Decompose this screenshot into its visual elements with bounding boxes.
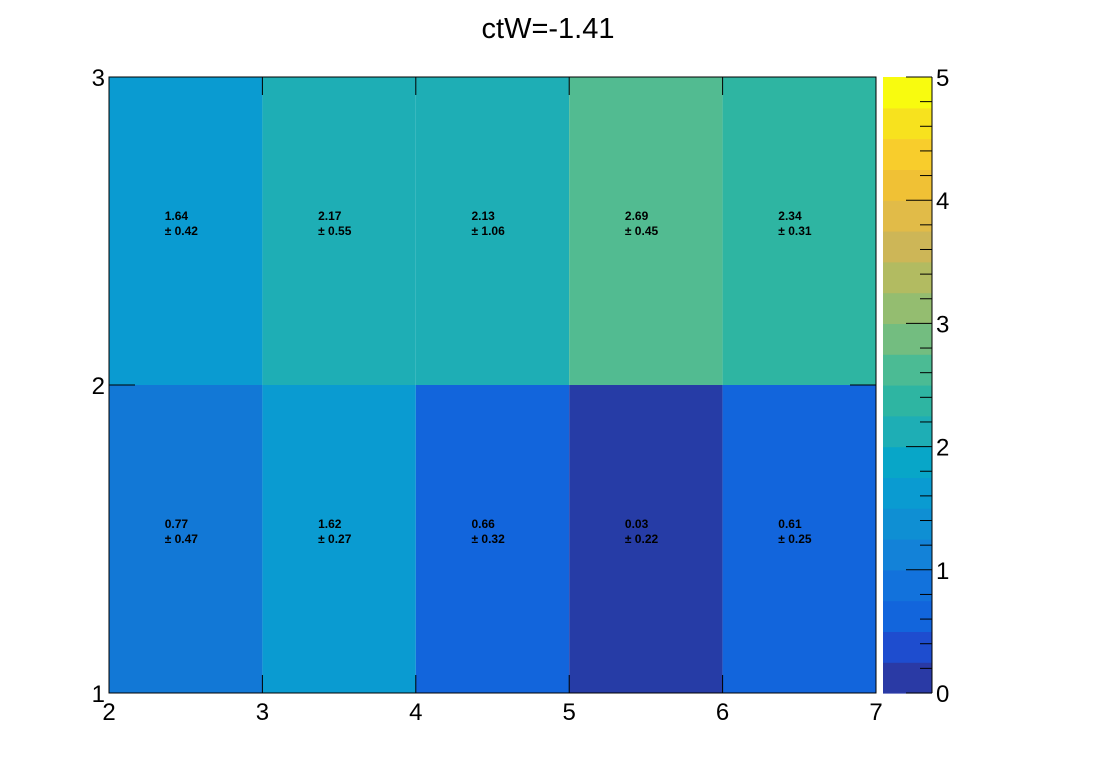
x-axis: 2 3 4 5 6 7 xyxy=(102,77,883,726)
color-scale-segment xyxy=(883,77,932,109)
color-scale-label: 4 xyxy=(936,188,949,215)
cell-value-label: 2.69 xyxy=(625,209,649,223)
color-scale-label: 3 xyxy=(936,311,949,338)
x-tick-label: 4 xyxy=(409,699,422,726)
heatmap-cell xyxy=(722,385,876,693)
color-scale-segment xyxy=(883,292,932,324)
color-scale-segment xyxy=(883,323,932,355)
heatmap-cell xyxy=(262,77,416,385)
color-scale-segment xyxy=(883,539,932,571)
color-scale-bar: 0 1 2 3 4 5 xyxy=(883,65,949,708)
cell-error-label: ± 0.31 xyxy=(778,224,812,238)
chart-title: ctW=-1.41 xyxy=(482,13,615,45)
heatmap-cells xyxy=(109,77,876,693)
cell-error-label: ± 0.32 xyxy=(472,532,506,546)
color-scale-segment xyxy=(883,600,932,632)
color-scale-segment xyxy=(883,354,932,386)
color-scale-segment xyxy=(883,569,932,602)
x-tick-label: 6 xyxy=(716,699,729,726)
color-scale-segment xyxy=(883,200,932,232)
heatmap-cell xyxy=(569,385,723,693)
color-scale-segment xyxy=(883,508,932,540)
cell-error-label: ± 0.47 xyxy=(165,532,199,546)
heatmap-cell xyxy=(109,77,263,385)
cell-error-label: ± 0.45 xyxy=(625,224,659,238)
heatmap-cell xyxy=(415,77,570,385)
cell-value-label: 0.77 xyxy=(165,517,189,531)
color-scale-segment xyxy=(883,231,932,263)
color-scale-segment xyxy=(883,631,932,663)
color-scale-segment xyxy=(883,446,932,478)
cell-error-label: ± 0.22 xyxy=(625,532,659,546)
heatmap-cell xyxy=(569,77,723,385)
heatmap-cell xyxy=(722,77,876,385)
color-scale-label: 5 xyxy=(936,65,949,92)
color-scale-segment xyxy=(883,477,932,509)
cell-value-label: 2.34 xyxy=(778,209,802,223)
heatmap-cell-labels: 0.77± 0.47 1.62± 0.27 0.66± 0.32 0.03± 0.22… xyxy=(165,209,812,546)
cell-value-label: 0.03 xyxy=(625,517,649,531)
cell-error-label: ± 0.55 xyxy=(318,224,352,238)
x-tick-label: 7 xyxy=(869,699,882,726)
x-tick-label: 3 xyxy=(256,699,269,726)
cell-error-label: ± 0.27 xyxy=(318,532,352,546)
cell-error-label: ± 1.06 xyxy=(472,224,506,238)
cell-value-label: 1.62 xyxy=(318,517,342,531)
color-scale-segment xyxy=(883,662,932,694)
cell-value-label: 0.66 xyxy=(472,517,496,531)
cell-value-label: 1.64 xyxy=(165,209,189,223)
cell-value-label: 0.61 xyxy=(778,517,802,531)
color-scale-segment xyxy=(883,385,932,417)
color-scale-label: 2 xyxy=(936,435,949,462)
y-tick-label: 2 xyxy=(92,373,105,400)
y-tick-label: 1 xyxy=(92,681,105,708)
color-scale-segment xyxy=(883,415,932,448)
color-scale-label: 1 xyxy=(936,558,949,585)
color-scale-segment xyxy=(883,107,932,140)
color-scale-segment xyxy=(883,169,932,201)
x-tick-label: 2 xyxy=(102,699,115,726)
heatmap-cell xyxy=(109,385,263,693)
heatmap-cell xyxy=(262,385,416,693)
color-scale-label: 0 xyxy=(936,681,949,708)
cell-error-label: ± 0.25 xyxy=(778,532,812,546)
cell-value-label: 2.13 xyxy=(472,209,496,223)
color-scale-segment xyxy=(883,261,932,294)
x-tick-label: 5 xyxy=(563,699,576,726)
heatmap-cell xyxy=(415,385,570,693)
y-tick-label: 3 xyxy=(92,65,105,92)
cell-value-label: 2.17 xyxy=(318,209,342,223)
cell-error-label: ± 0.42 xyxy=(165,224,199,238)
color-scale-segment xyxy=(883,138,932,170)
y-axis: 1 2 3 xyxy=(92,65,876,708)
